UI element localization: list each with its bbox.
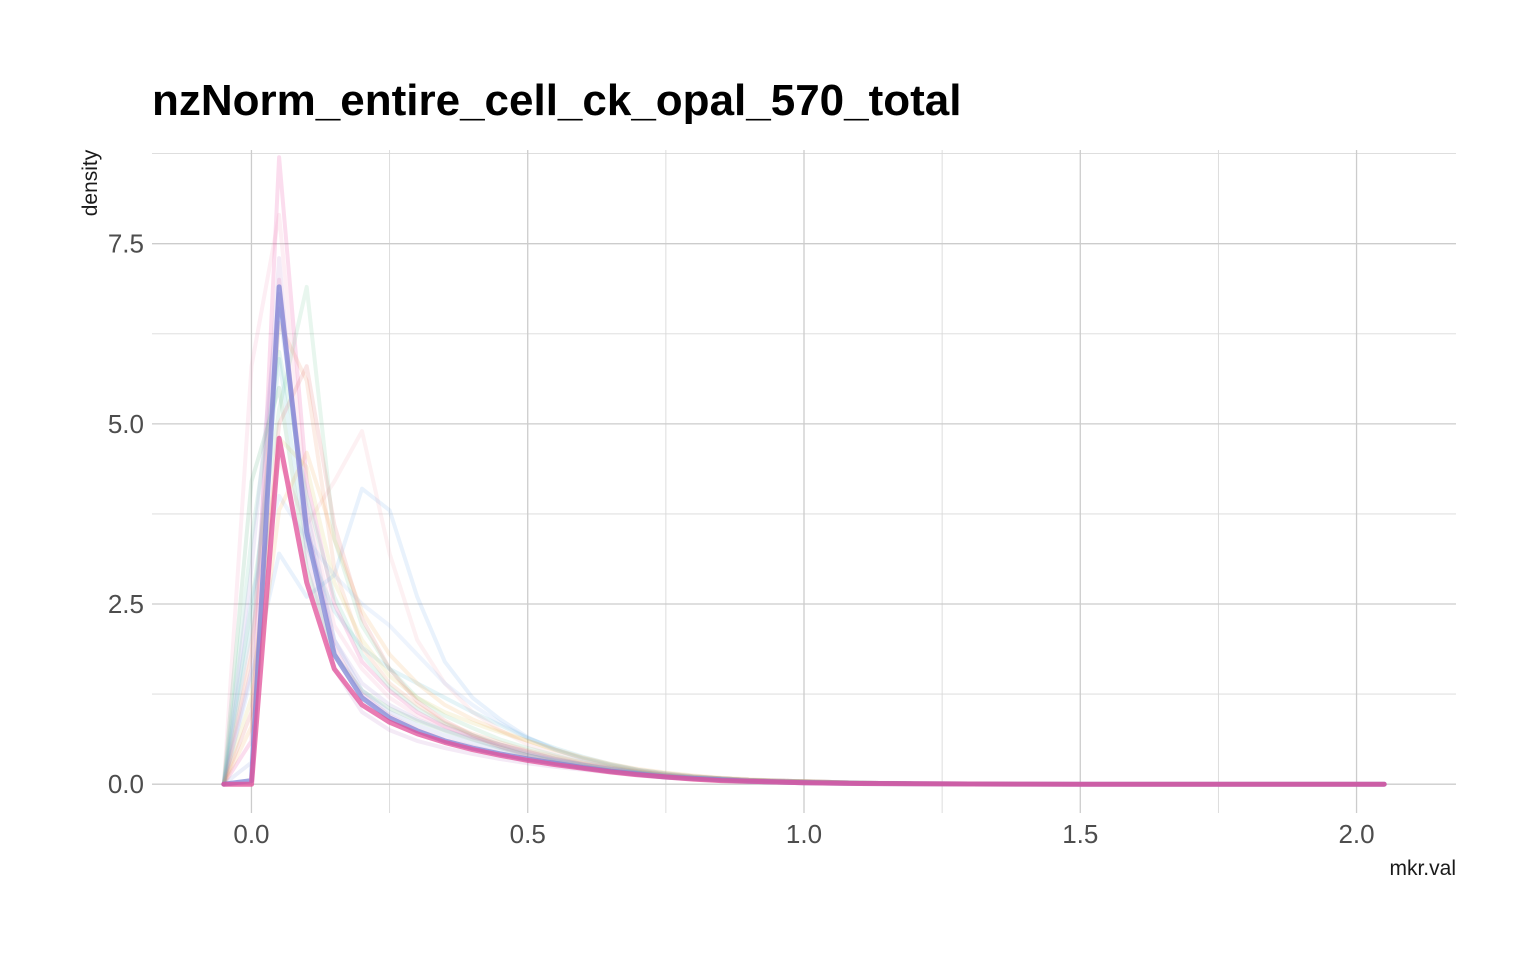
x-axis-label: mkr.val xyxy=(1389,857,1456,880)
x-axis-tick-labels: 0.0 0.5 1.0 1.5 2.0 xyxy=(233,819,1374,849)
y-axis-tick-labels: 0.0 2.5 5.0 7.5 xyxy=(108,229,144,799)
y-tick-label: 5.0 xyxy=(108,409,144,439)
x-tick-label: 2.0 xyxy=(1338,819,1374,849)
major-gridlines xyxy=(152,150,1456,813)
chart-title: nzNorm_entire_cell_ck_opal_570_total xyxy=(152,76,962,125)
density-line xyxy=(221,435,1387,787)
x-tick-label: 0.5 xyxy=(510,819,546,849)
y-tick-label: 0.0 xyxy=(108,769,144,799)
y-axis-label: density xyxy=(79,149,102,216)
y-tick-label: 7.5 xyxy=(108,229,144,259)
x-tick-label: 1.0 xyxy=(786,819,822,849)
y-tick-label: 2.5 xyxy=(108,589,144,619)
density-lines xyxy=(221,155,1387,787)
x-tick-label: 1.5 xyxy=(1062,819,1098,849)
x-tick-label: 0.0 xyxy=(233,819,269,849)
